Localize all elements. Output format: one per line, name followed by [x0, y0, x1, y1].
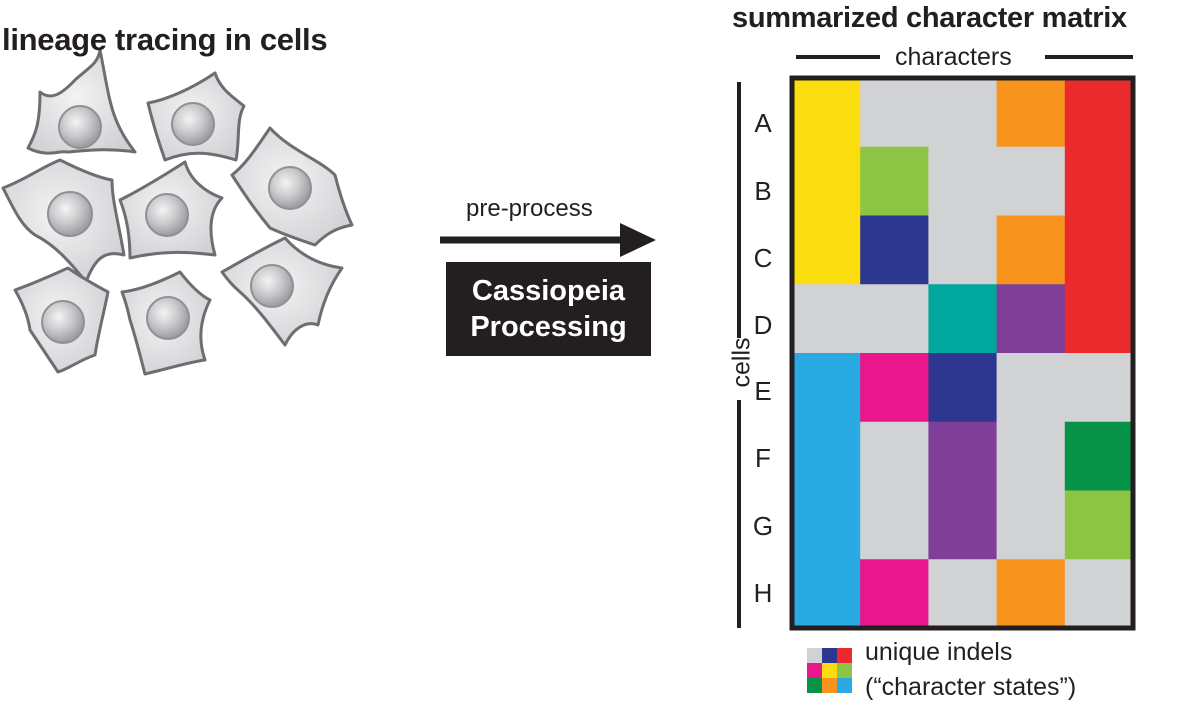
matrix-cell: [1064, 353, 1134, 423]
cassiopeia-processing-box: Cassiopeia Processing: [446, 262, 651, 356]
legend-line2: (“character states”): [865, 673, 1077, 701]
legend-swatch: [807, 663, 822, 678]
legend-text: unique indels (“character states”): [865, 635, 1076, 705]
matrix-cell: [1064, 421, 1134, 492]
row-label: A: [754, 108, 772, 138]
matrix-cell: [792, 215, 861, 285]
matrix-cell: [928, 353, 998, 423]
matrix-cell: [996, 215, 1066, 285]
row-label: D: [753, 310, 773, 340]
matrix-cell: [792, 284, 861, 354]
cell-illustration: [26, 48, 137, 155]
legend-swatch: [822, 678, 837, 693]
matrix-cell: [860, 559, 929, 629]
matrix-cell: [1064, 559, 1134, 629]
matrix-cell: [792, 78, 861, 148]
matrix-cell: [792, 490, 861, 560]
matrix-cell: [1064, 78, 1134, 148]
matrix-cell: [1064, 284, 1134, 354]
cell-illustration: [1, 158, 126, 284]
matrix-border: [789, 75, 1136, 631]
row-label: C: [753, 243, 773, 273]
legend-swatch: [807, 678, 822, 693]
matrix-cell: [928, 421, 998, 492]
cell-illustration: [146, 71, 246, 162]
legend-swatch: [807, 648, 822, 663]
legend-swatch: [837, 678, 852, 693]
matrix-cell: [792, 146, 861, 217]
legend-swatch: [822, 663, 837, 678]
matrix-cell: [996, 490, 1066, 560]
processing-box-line1: Cassiopeia: [471, 275, 626, 307]
matrix-cell: [1064, 490, 1134, 560]
matrix-cell: [996, 146, 1066, 217]
matrix-cell: [860, 78, 929, 148]
matrix-cell: [860, 284, 929, 354]
matrix-cell: [996, 559, 1066, 629]
matrix-cell: [860, 215, 929, 285]
matrix-cell: [928, 78, 998, 148]
matrix-cell: [860, 490, 929, 560]
legend-color-grid: [807, 648, 852, 693]
matrix-cell: [928, 490, 998, 560]
matrix-cell: [860, 353, 929, 423]
cell-illustration: [220, 236, 344, 347]
right-panel-title: summarized character matrix: [732, 2, 1127, 34]
matrix-cell: [928, 284, 998, 354]
character-matrix: [792, 78, 1134, 629]
left-panel-title: lineage tracing in cells: [2, 22, 328, 57]
matrix-cell: [792, 559, 861, 629]
row-label: E: [754, 376, 772, 406]
matrix-cell: [928, 215, 998, 285]
matrix-cell: [792, 353, 861, 423]
matrix-cell: [1064, 215, 1134, 285]
row-label: G: [752, 511, 774, 541]
matrix-cell: [792, 421, 861, 492]
processing-box-line2: Processing: [470, 311, 627, 343]
cell-illustration: [13, 266, 110, 374]
pre-process-label: pre-process: [466, 195, 593, 222]
matrix-cell: [928, 146, 998, 217]
cell-illustration: [120, 270, 212, 376]
cell-illustrations: [1, 48, 354, 376]
matrix-cell: [860, 421, 929, 492]
matrix-cell: [996, 284, 1066, 354]
row-label: H: [753, 578, 773, 608]
cell-illustration: [230, 126, 354, 247]
legend-swatch: [837, 663, 852, 678]
legend-swatch: [837, 648, 852, 663]
matrix-cell: [996, 421, 1066, 492]
matrix-cell: [860, 146, 929, 217]
matrix-cell: [996, 353, 1066, 423]
process-arrow: [440, 223, 656, 257]
row-label: F: [755, 443, 771, 473]
matrix-cell: [996, 78, 1066, 148]
matrix-cell: [928, 559, 998, 629]
legend-line1: unique indels: [865, 638, 1013, 666]
matrix-cell: [1064, 146, 1134, 217]
legend-swatch: [822, 648, 837, 663]
row-label: B: [754, 176, 772, 206]
cell-illustration: [118, 160, 224, 260]
characters-axis-label: characters: [895, 43, 1012, 71]
